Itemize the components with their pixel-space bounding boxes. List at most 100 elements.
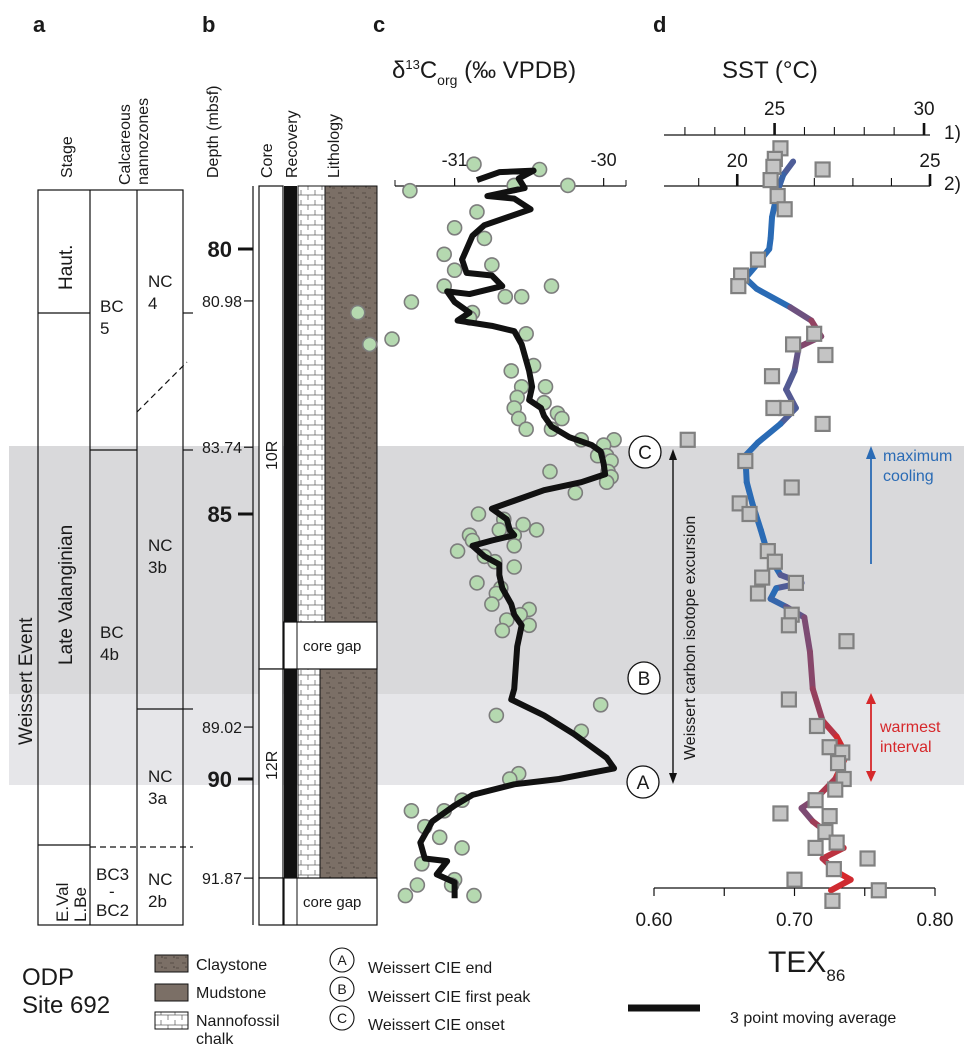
c-moving-average-line [417, 167, 618, 899]
d-data-point [749, 251, 767, 268]
site-line2: Site 692 [22, 992, 110, 1019]
c-data-point [484, 257, 500, 273]
weissert-band [9, 446, 964, 694]
d-tick-label: 0.80 [917, 910, 954, 931]
d-data-point [807, 839, 824, 857]
d-data-point [730, 278, 747, 295]
c-data-point [349, 304, 366, 321]
c-data-point [506, 537, 523, 554]
c-data-point [542, 463, 558, 480]
cie-marker-circle [628, 435, 662, 469]
cie-arrow [669, 449, 677, 784]
warmest-1: warmest [879, 719, 941, 736]
c-data-point [466, 887, 482, 904]
header-nanno-2: nannozones [135, 98, 152, 185]
c-data-point [449, 543, 466, 559]
c-data-point [403, 802, 420, 819]
header-core: Core [259, 143, 276, 178]
bc5-line1: BC [100, 297, 124, 316]
legend-marker-letter: A [337, 952, 347, 968]
d-data-point [780, 617, 797, 634]
d-moving-average-segment [787, 304, 815, 324]
c-data-point [361, 336, 378, 353]
core-gap-box-2 [283, 877, 378, 926]
header-stage: Stage [59, 136, 76, 178]
mudstone-12r [319, 668, 378, 879]
depth-major-label: 90 [208, 767, 232, 792]
panel-a-letter: a [33, 12, 46, 37]
bc4b-line2: 4b [100, 645, 119, 664]
nc3a-line1: NC [148, 767, 173, 786]
max-cooling-2: cooling [883, 468, 934, 485]
d-tick-label: 0.60 [636, 910, 673, 931]
c-data-point [567, 484, 584, 501]
header-lithology: Lithology [326, 114, 343, 178]
legend-chalk-2: chalk [196, 1031, 234, 1048]
bc5-line2: 5 [100, 319, 109, 338]
cie-marker-circle [626, 765, 660, 799]
c-data-point [554, 410, 570, 427]
d-data-point [741, 505, 758, 523]
cie-marker-letter: B [638, 669, 651, 690]
d-moving-average-segment [809, 685, 826, 724]
depth-axis: 80 85 90 80.98 83.74 89.02 91.87 [202, 186, 254, 925]
d-moving-average-segment [754, 420, 784, 446]
d-data-point [807, 792, 824, 809]
sst-tick-label: 20 [727, 151, 748, 172]
d-data-point [870, 882, 887, 899]
d-data-point [765, 399, 782, 417]
depth-boundary-label: 83.74 [202, 440, 242, 457]
nc3a-line2: 3a [148, 789, 167, 808]
legend-marker-b: Weissert CIE first peak [368, 989, 531, 1006]
c-data-point [469, 204, 485, 220]
cie-marker-letter: A [637, 773, 650, 794]
d-data-point [784, 336, 802, 353]
d-tick-label: 0.70 [776, 910, 813, 931]
chalk-10r [297, 185, 326, 623]
c-data-point [528, 522, 545, 538]
depth-boundary-label: 91.87 [202, 871, 242, 888]
cie-text: Weissert carbon isotope excursion [682, 516, 699, 760]
nc2b-line1: NC [148, 870, 173, 889]
column-headers: Stage Calcareous nannozones Depth (mbsf)… [59, 86, 343, 185]
legend-marker-letter: B [337, 981, 346, 997]
d-moving-average-segment [828, 876, 854, 894]
stage-e-val: E.Val [53, 883, 72, 922]
legend-marker-letter: C [337, 1010, 347, 1026]
nc3b-line2: 3b [148, 558, 167, 577]
legend-mudstone-swatch [154, 983, 189, 1002]
d-title: SST (°C) [722, 57, 818, 84]
d-data-point [787, 574, 805, 592]
d-data-point [806, 325, 823, 342]
legend-marker-circle [329, 947, 355, 973]
d-data-point [776, 201, 793, 218]
c-data-point [515, 516, 531, 533]
d-data-point [808, 717, 826, 735]
core-gap-label-1: core gap [303, 638, 361, 655]
bc3-line3: BC2 [96, 901, 129, 920]
d-data-point [765, 158, 782, 175]
d-data-point [786, 871, 803, 888]
legend-chalk-swatch [154, 1011, 189, 1030]
c-data-point [466, 156, 482, 172]
max-cooling-1: maximum [883, 448, 952, 465]
d-data-point [783, 479, 800, 496]
legend-claystone-swatch [154, 954, 189, 973]
core-gap-label-2: core gap [303, 894, 361, 911]
c-data-point [484, 596, 500, 612]
stage-haut: Haut. [56, 245, 77, 290]
d-points [679, 140, 887, 910]
legend-claystone: Claystone [196, 957, 267, 974]
cie-markers: C B A [626, 435, 662, 799]
bc3-line1: BC3 [96, 865, 129, 884]
nc3b-line1: NC [148, 536, 173, 555]
c-data-point [537, 378, 554, 395]
cie-marker-circle [627, 661, 661, 695]
core-columns [258, 185, 378, 926]
bc3-line2: - [109, 882, 115, 901]
recovery-bar-10r [284, 186, 297, 622]
stage-l-be: L.Be [71, 887, 90, 922]
d-data-point [838, 633, 855, 650]
panel-d-letter: d [653, 12, 666, 37]
